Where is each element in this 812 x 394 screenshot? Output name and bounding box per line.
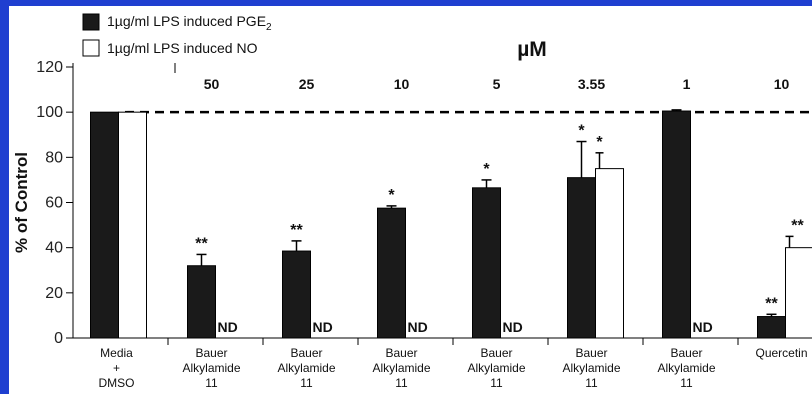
significance-pge2: ** <box>290 222 303 239</box>
significance-pge2: ** <box>765 295 778 312</box>
not-detected-label: ND <box>408 319 428 335</box>
category-label: Alkylamide <box>657 361 715 375</box>
bar-pge2 <box>662 110 691 339</box>
bar-no <box>785 247 812 339</box>
category-label: Bauer <box>575 346 607 360</box>
category-label: 11 <box>490 376 503 390</box>
concentration-label: 5 <box>493 76 501 92</box>
category-label: Bauer <box>670 346 702 360</box>
category-label: 11 <box>300 376 313 390</box>
chart-title: µM <box>517 38 547 61</box>
category-label: Alkylamide <box>277 361 335 375</box>
significance-pge2: * <box>388 187 395 204</box>
category-label: Alkylamide <box>182 361 240 375</box>
bar-pge2 <box>567 177 596 339</box>
y-tick-label: 60 <box>45 195 63 212</box>
frame-accent-left <box>0 0 9 394</box>
not-detected-label: ND <box>218 319 238 335</box>
category-label: Alkylamide <box>562 361 620 375</box>
category-label: DMSO <box>99 376 135 390</box>
category-label: Quercetin <box>755 346 807 360</box>
category-label: 11 <box>680 376 693 390</box>
concentration-label: 25 <box>299 76 315 92</box>
bar-pge2 <box>377 207 406 339</box>
category-label: + <box>113 361 120 375</box>
y-tick-label: 40 <box>45 240 63 257</box>
legend-swatch-pge2 <box>82 13 100 31</box>
y-tick-label: 0 <box>54 330 63 347</box>
legend-label-no: 1µg/ml LPS induced NO <box>107 40 258 56</box>
frame-accent-top <box>0 0 812 6</box>
category-label: 11 <box>205 376 218 390</box>
concentration-label: 1 <box>683 76 691 92</box>
legend-label-pge2: 1µg/ml LPS induced PGE2 <box>107 13 272 33</box>
concentration-label: 3.55 <box>578 76 605 92</box>
category-label: Alkylamide <box>467 361 525 375</box>
not-detected-label: ND <box>313 319 333 335</box>
y-tick-label: 120 <box>36 59 63 76</box>
significance-pge2: ** <box>195 235 208 252</box>
significance-pge2: * <box>578 123 585 140</box>
category-label: Bauer <box>385 346 417 360</box>
bar-pge2 <box>472 187 501 339</box>
bar-no <box>595 168 624 339</box>
concentration-label: 10 <box>774 76 790 92</box>
category-label: Bauer <box>195 346 227 360</box>
legend-swatch-no <box>82 39 100 57</box>
bar-pge2 <box>282 250 311 339</box>
category-label: Media <box>100 346 133 360</box>
category-label: 11 <box>585 376 598 390</box>
y-tick-label: 100 <box>36 104 63 121</box>
bar-pge2 <box>90 111 119 339</box>
bar-no <box>118 111 147 339</box>
bar-pge2 <box>187 265 216 339</box>
y-axis-label: % of Control <box>12 152 31 253</box>
not-detected-label: ND <box>693 319 713 335</box>
concentration-label: 50 <box>204 76 220 92</box>
concentration-label: 10 <box>394 76 410 92</box>
significance-no: * <box>596 134 603 151</box>
category-label: Bauer <box>290 346 322 360</box>
legend-subscript: 2 <box>266 22 272 33</box>
y-tick-label: 80 <box>45 149 63 166</box>
significance-pge2: * <box>483 161 490 178</box>
category-label: Alkylamide <box>372 361 430 375</box>
category-label: 11 <box>395 376 408 390</box>
not-detected-label: ND <box>503 319 523 335</box>
bar-pge2 <box>757 316 786 339</box>
y-tick-label: 20 <box>45 285 63 302</box>
category-label: Bauer <box>480 346 512 360</box>
significance-no: ** <box>791 217 804 234</box>
